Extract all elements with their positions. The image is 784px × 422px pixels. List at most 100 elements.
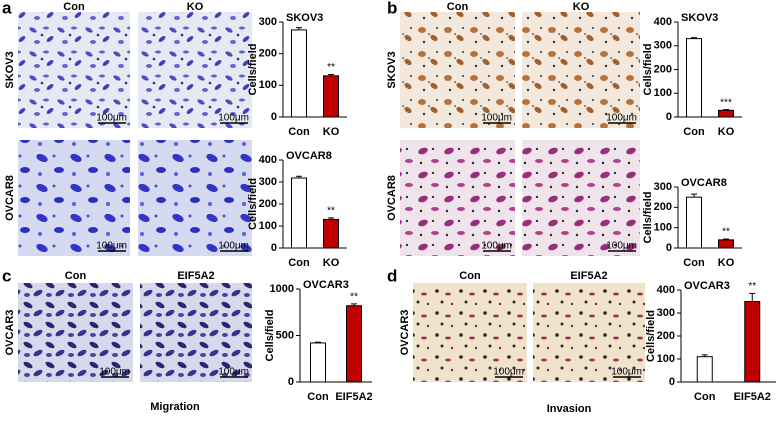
x-tick-label: Con [307, 391, 329, 403]
y-tick-label: 300 [657, 307, 675, 319]
micrograph [533, 283, 645, 382]
significance: ** [327, 206, 335, 217]
y-tick-label: 1000 [270, 283, 294, 295]
y-tick-label: 0 [271, 111, 277, 123]
x-tick-label: KO [323, 126, 340, 138]
column-label: KO [573, 1, 590, 13]
scale-label: 100μm [96, 113, 127, 124]
column-label: Con [65, 270, 87, 282]
scale-label: 100μm [99, 367, 130, 378]
y-tick-label: 400 [259, 154, 277, 166]
row-label: SKOV3 [4, 51, 16, 88]
micrograph [400, 140, 515, 256]
significance: ** [327, 62, 335, 73]
row-label: SKOV3 [386, 51, 398, 88]
significance: ** [722, 227, 730, 238]
micrograph [18, 283, 133, 382]
x-tick-label: Con [683, 257, 705, 269]
scale-label: 100μm [218, 113, 249, 124]
y-tick-label: 200 [259, 198, 277, 210]
micrograph [18, 12, 130, 128]
significance: ** [748, 281, 756, 292]
y-axis-label: Cells/field [247, 178, 259, 230]
micrograph [522, 140, 640, 256]
y-tick-label: 400 [654, 16, 672, 28]
row-label: OVCAR8 [386, 175, 398, 221]
x-tick-label: KO [718, 257, 735, 269]
bar [346, 305, 362, 383]
y-tick-label: 300 [259, 16, 277, 28]
x-tick-label: KO [718, 126, 735, 138]
y-tick-label: 0 [666, 111, 672, 123]
panel-footer: Migration [150, 401, 200, 413]
y-tick-label: 400 [657, 284, 675, 296]
x-tick-label: Con [683, 126, 705, 138]
column-label: KO [187, 1, 204, 13]
column-label: Con [447, 1, 469, 13]
scale-label: 100μm [218, 367, 249, 378]
panel-letter: a [2, 0, 12, 17]
bar [291, 177, 307, 249]
bar [686, 38, 702, 118]
y-axis-label: Cells/field [642, 44, 654, 96]
row-label: OVCAR8 [4, 175, 16, 221]
y-tick-label: 0 [288, 376, 294, 388]
y-tick-label: 100 [259, 220, 277, 232]
scale-label: 100μm [96, 241, 127, 252]
scale-label: 100μm [611, 367, 642, 378]
y-tick-label: 300 [259, 176, 277, 188]
x-tick-label: Con [288, 126, 310, 138]
y-tick-label: 100 [654, 87, 672, 99]
y-tick-label: 0 [271, 242, 277, 254]
chart-title: SKOV3 [286, 12, 323, 24]
column-label: Con [459, 270, 481, 282]
micrograph [140, 283, 252, 382]
chart-title: OVCAR3 [303, 279, 349, 291]
y-tick-label: 0 [666, 242, 672, 254]
x-tick-label: Con [694, 391, 716, 403]
chart-title: OVCAR8 [286, 150, 332, 162]
chart-title: OVCAR3 [684, 280, 730, 292]
row-label: OVCAR3 [399, 310, 411, 356]
y-tick-label: 200 [657, 330, 675, 342]
bar [310, 342, 326, 383]
significance: ** [350, 292, 358, 303]
micrograph [522, 12, 640, 128]
scale-label: 100μm [606, 241, 637, 252]
y-tick-label: 200 [654, 63, 672, 75]
significance: *** [720, 97, 732, 108]
panel-footer: Invasion [547, 403, 592, 415]
x-tick-label: EIF5A2 [335, 391, 372, 403]
panel-letter: b [387, 0, 397, 17]
scale-label: 100μm [481, 241, 512, 252]
bar [686, 196, 702, 249]
panel-letter: d [387, 266, 397, 285]
scale-label: 100μm [493, 367, 524, 378]
bar [323, 75, 339, 118]
column-label: Con [63, 1, 85, 13]
micrograph [400, 12, 515, 128]
row-label: OVCAR3 [4, 310, 16, 356]
x-tick-label: Con [288, 257, 310, 269]
y-tick-label: 200 [654, 201, 672, 213]
column-label: EIF5A2 [570, 270, 607, 282]
bar [291, 29, 307, 118]
micrograph [138, 12, 252, 128]
y-tick-label: 100 [657, 353, 675, 365]
y-tick-label: 100 [259, 79, 277, 91]
bar [696, 356, 713, 383]
y-tick-label: 200 [259, 48, 277, 60]
column-label: EIF5A2 [177, 270, 214, 282]
scale-label: 100μm [218, 241, 249, 252]
x-tick-label: KO [323, 257, 340, 269]
x-tick-label: EIF5A2 [734, 391, 771, 403]
y-tick-label: 300 [654, 40, 672, 52]
y-axis-label: Cells/field [642, 192, 654, 244]
y-tick-label: 0 [669, 376, 675, 388]
y-axis-label: Cells/field [247, 44, 259, 96]
y-tick-label: 100 [654, 222, 672, 234]
panel-letter: c [2, 266, 11, 285]
micrograph [413, 283, 527, 382]
scale-label: 100μm [481, 113, 512, 124]
